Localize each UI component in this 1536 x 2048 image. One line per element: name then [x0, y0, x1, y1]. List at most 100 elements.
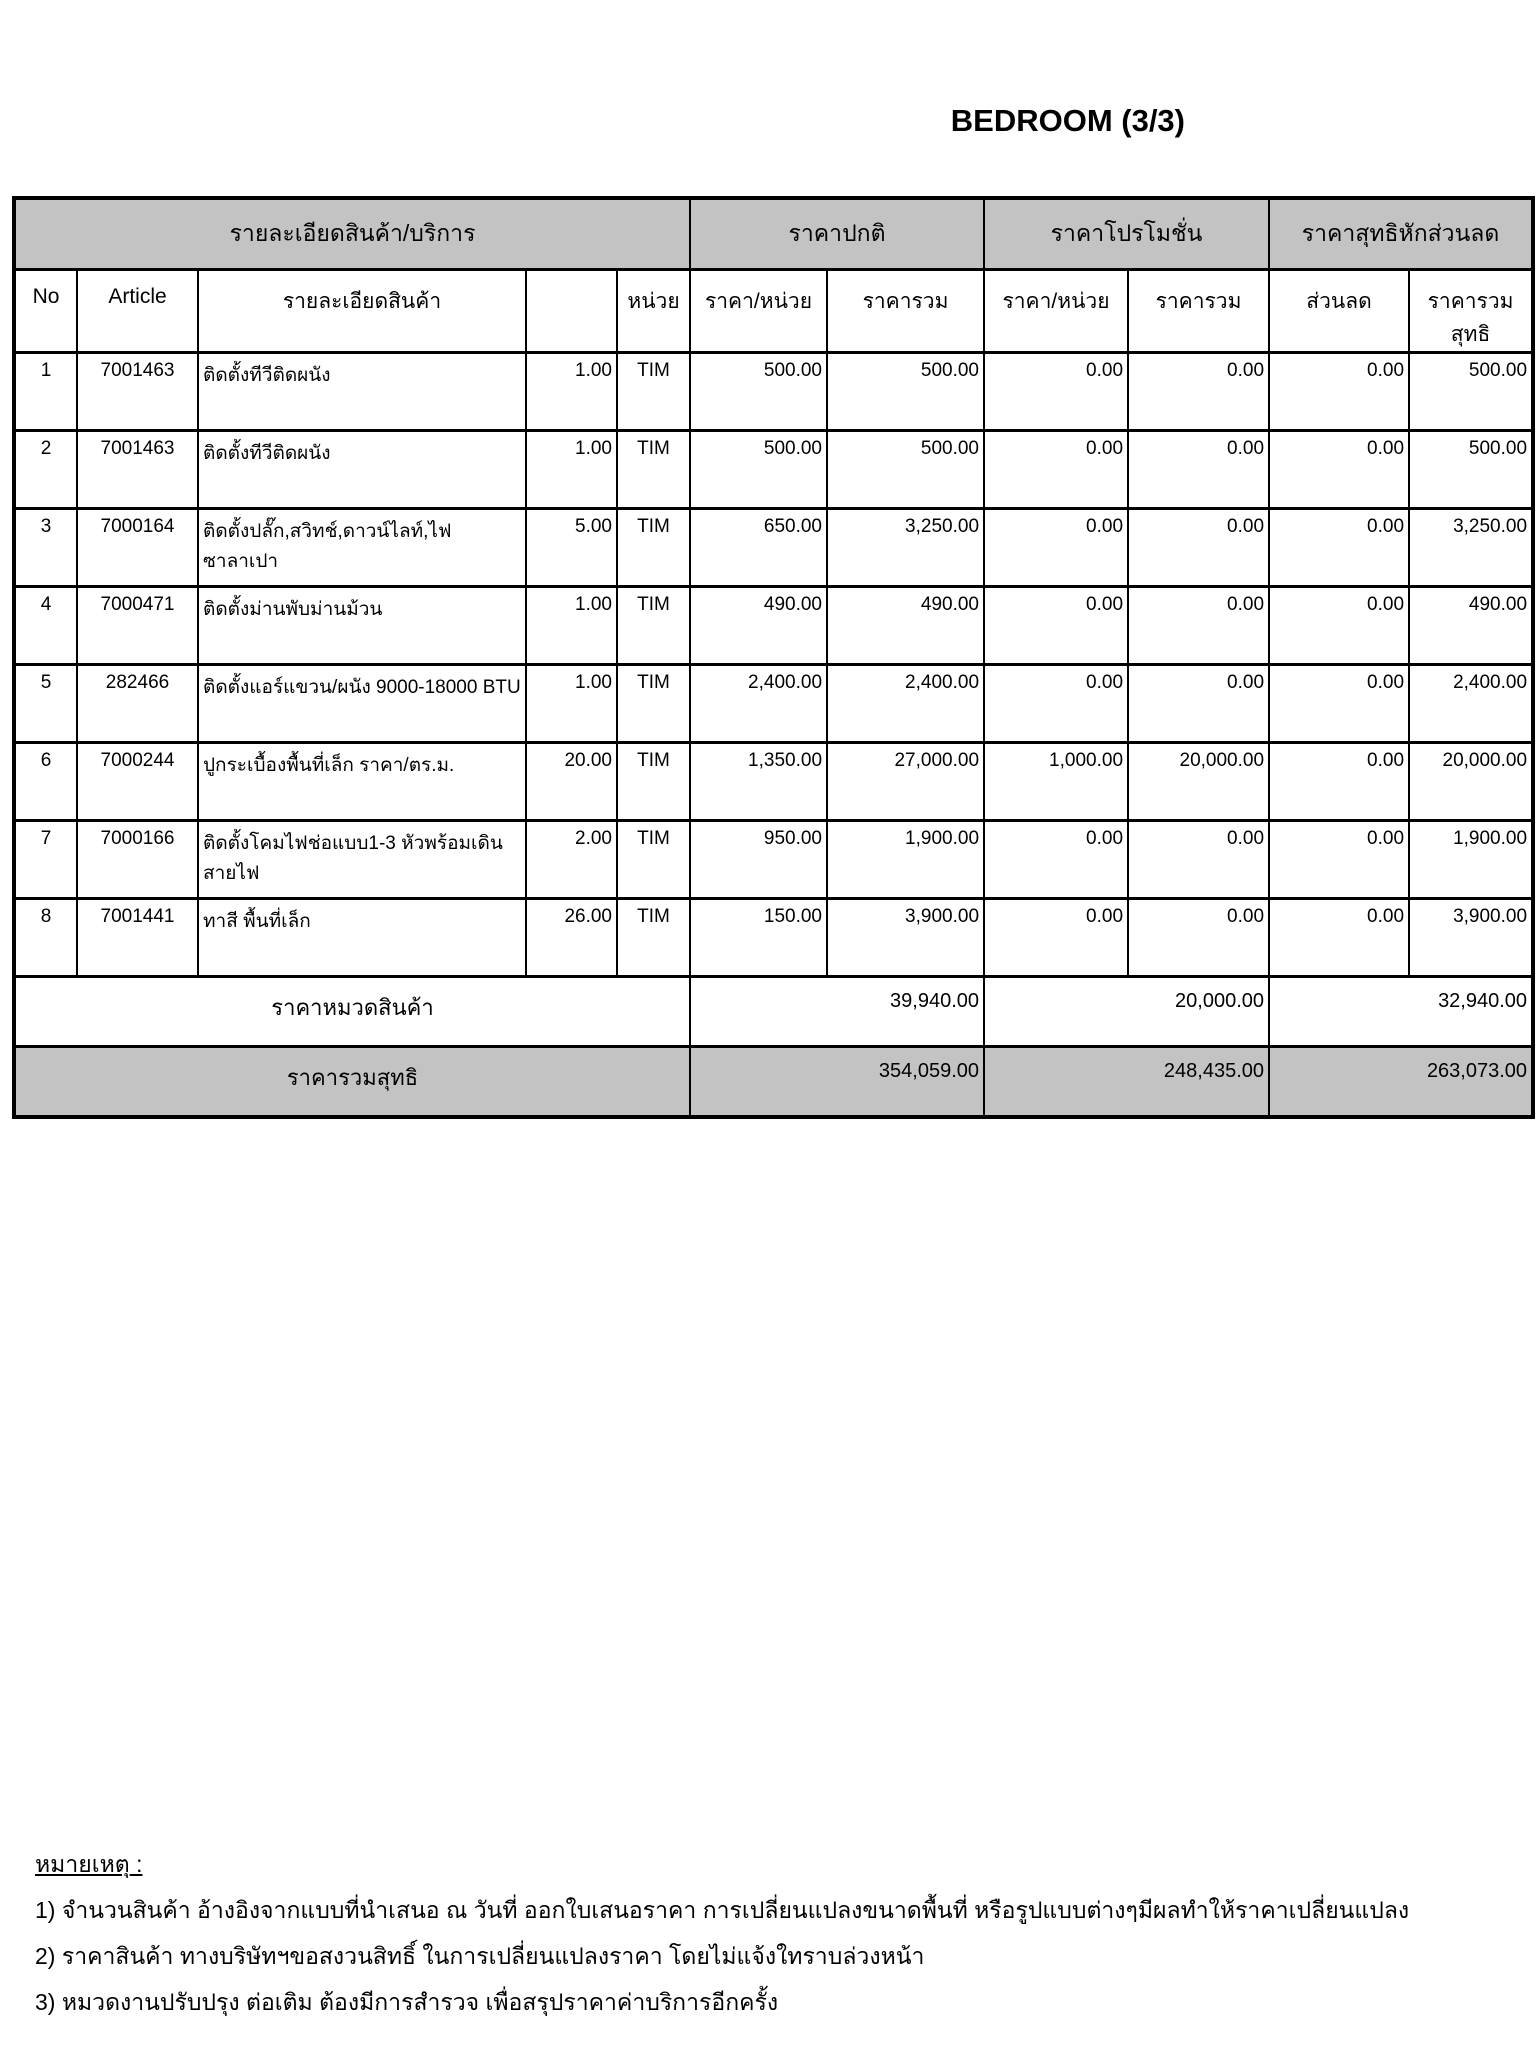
- note-item: 2) ราคาสินค้า ทางบริษัทฯขอสงวนสิทธิ์ ในก…: [35, 1943, 925, 1969]
- cell-price-total: 27,000.00: [826, 740, 986, 822]
- cell-promo-total: 0.00: [1127, 506, 1271, 588]
- cell-price-per-unit: 1,350.00: [689, 740, 829, 822]
- table-row: 6 7000244 ปูกระเบื้องพื้นที่เล็ก ราคา/ตร…: [13, 740, 1535, 822]
- cell-price-per-unit: 490.00: [689, 584, 829, 666]
- category-total-label: ราคาหมวดสินค้า: [12, 974, 692, 1048]
- cell-discount: 0.00: [1268, 662, 1411, 744]
- cell-discount: 0.00: [1268, 428, 1411, 510]
- cell-net-total: 3,250.00: [1408, 506, 1535, 588]
- section-header-net-price: ราคาสุทธิหักส่วนลด: [1268, 196, 1535, 271]
- cell-promo-total: 0.00: [1127, 818, 1271, 900]
- cell-price-total: 490.00: [826, 584, 986, 666]
- cell-qty: 26.00: [525, 896, 618, 978]
- cell-price-total: 500.00: [826, 350, 986, 432]
- grand-total-net: 263,073.00: [1268, 1044, 1535, 1119]
- col-header-price-total: ราคารวม: [826, 267, 986, 354]
- page-title: BEDROOM (3/3): [950, 103, 1185, 138]
- cell-price-per-unit: 500.00: [689, 350, 829, 432]
- col-header-description: รายละเอียดสินค้า: [197, 267, 527, 354]
- cell-promo-total: 0.00: [1127, 428, 1271, 510]
- grand-total-promo: 248,435.00: [983, 1044, 1271, 1119]
- col-header-article: Article: [76, 267, 199, 354]
- cell-no: 4: [13, 584, 78, 666]
- category-total-net: 32,940.00: [1268, 974, 1535, 1048]
- col-header-qty: [525, 267, 618, 354]
- quotation-table: รายละเอียดสินค้า/บริการ ราคาปกติ ราคาโปร…: [12, 196, 1536, 1119]
- note-item: 1) จำนวนสินค้า อ้างอิงจากแบบที่นำเสนอ ณ …: [35, 1897, 1410, 1923]
- cell-price-per-unit: 650.00: [689, 506, 829, 588]
- cell-qty: 1.00: [525, 428, 618, 510]
- cell-qty: 5.00: [525, 506, 618, 588]
- cell-unit: TIM: [615, 428, 692, 510]
- cell-promo-total: 0.00: [1127, 350, 1271, 432]
- cell-no: 3: [13, 506, 78, 588]
- cell-price-total: 3,900.00: [826, 896, 986, 978]
- grand-total-normal: 354,059.00: [689, 1044, 986, 1119]
- cell-price-per-unit: 950.00: [689, 818, 829, 900]
- cell-qty: 2.00: [525, 818, 618, 900]
- cell-no: 1: [13, 350, 78, 432]
- table-row: 3 7000164 ติดตั้งปลั๊ก,สวิทช์,ดาวน์ไลท์,…: [13, 506, 1535, 588]
- cell-description: ติดตั้งปลั๊ก,สวิทช์,ดาวน์ไลท์,ไฟซาลาเปา: [197, 506, 527, 588]
- cell-unit: TIM: [615, 896, 692, 978]
- cell-article: 7000164: [76, 506, 199, 588]
- notes-heading: หมายเหตุ :: [35, 1841, 1409, 1887]
- cell-description: ติดตั้งโคมไฟช่อแบบ1-3 หัวพร้อมเดินสายไฟ: [197, 818, 527, 900]
- category-total-row: ราคาหมวดสินค้า 39,940.00 20,000.00 32,94…: [12, 974, 1535, 1048]
- cell-net-total: 500.00: [1408, 428, 1535, 510]
- cell-net-total: 490.00: [1408, 584, 1535, 666]
- cell-qty: 1.00: [525, 662, 618, 744]
- cell-promo-per-unit: 1,000.00: [983, 740, 1130, 822]
- cell-price-total: 3,250.00: [826, 506, 986, 588]
- cell-unit: TIM: [615, 506, 692, 588]
- notes-heading-colon: :: [129, 1851, 143, 1877]
- cell-price-per-unit: 150.00: [689, 896, 829, 978]
- table-row: 8 7001441 ทาสี พื้นที่เล็ก 26.00 TIM 150…: [13, 896, 1535, 978]
- cell-unit: TIM: [615, 350, 692, 432]
- cell-promo-per-unit: 0.00: [983, 662, 1130, 744]
- cell-unit: TIM: [615, 740, 692, 822]
- cell-discount: 0.00: [1268, 350, 1411, 432]
- cell-price-per-unit: 500.00: [689, 428, 829, 510]
- category-total-normal: 39,940.00: [689, 974, 986, 1048]
- section-header-promo-price: ราคาโปรโมชั่น: [983, 196, 1271, 271]
- cell-qty: 1.00: [525, 350, 618, 432]
- table-row: 1 7001463 ติดตั้งทีวีติดผนัง 1.00 TIM 50…: [13, 350, 1535, 432]
- cell-article: 7000471: [76, 584, 199, 666]
- col-header-discount: ส่วนลด: [1268, 267, 1411, 354]
- col-header-price-per-unit: ราคา/หน่วย: [689, 267, 829, 354]
- cell-unit: TIM: [615, 818, 692, 900]
- cell-description: ทาสี พื้นที่เล็ก: [197, 896, 527, 978]
- cell-promo-per-unit: 0.00: [983, 896, 1130, 978]
- cell-promo-total: 20,000.00: [1127, 740, 1271, 822]
- cell-net-total: 1,900.00: [1408, 818, 1535, 900]
- cell-net-total: 2,400.00: [1408, 662, 1535, 744]
- col-header-net-total: ราคารวมสุทธิ: [1408, 267, 1535, 354]
- table-row: 5 282466 ติดตั้งแอร์แขวน/ผนัง 9000-18000…: [13, 662, 1535, 744]
- cell-discount: 0.00: [1268, 584, 1411, 666]
- cell-price-total: 500.00: [826, 428, 986, 510]
- cell-description: ติดตั้งม่านพับม่านม้วน: [197, 584, 527, 666]
- cell-no: 6: [13, 740, 78, 822]
- col-header-unit: หน่วย: [615, 267, 692, 354]
- cell-net-total: 500.00: [1408, 350, 1535, 432]
- col-header-promo-total: ราคารวม: [1127, 267, 1271, 354]
- cell-qty: 1.00: [525, 584, 618, 666]
- grand-total-label: ราคารวมสุทธิ: [12, 1044, 692, 1119]
- cell-price-total: 2,400.00: [826, 662, 986, 744]
- cell-promo-per-unit: 0.00: [983, 818, 1130, 900]
- cell-article: 282466: [76, 662, 199, 744]
- grand-total-row: ราคารวมสุทธิ 354,059.00 248,435.00 263,0…: [12, 1044, 1535, 1119]
- cell-discount: 0.00: [1268, 818, 1411, 900]
- cell-discount: 0.00: [1268, 896, 1411, 978]
- cell-description: ติดตั้งแอร์แขวน/ผนัง 9000-18000 BTU: [197, 662, 527, 744]
- table-row: 7 7000166 ติดตั้งโคมไฟช่อแบบ1-3 หัวพร้อม…: [13, 818, 1535, 900]
- cell-article: 7001441: [76, 896, 199, 978]
- cell-promo-total: 0.00: [1127, 896, 1271, 978]
- cell-article: 7000166: [76, 818, 199, 900]
- cell-description: ติดตั้งทีวีติดผนัง: [197, 428, 527, 510]
- cell-discount: 0.00: [1268, 506, 1411, 588]
- cell-unit: TIM: [615, 584, 692, 666]
- cell-price-per-unit: 2,400.00: [689, 662, 829, 744]
